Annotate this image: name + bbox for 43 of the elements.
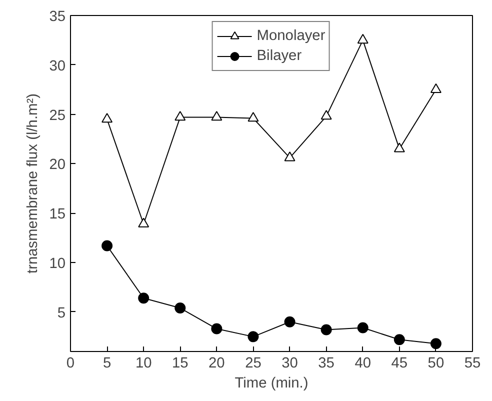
point — [138, 218, 150, 228]
point — [430, 83, 442, 94]
x-tick-label: 50 — [428, 356, 444, 372]
point — [174, 111, 186, 121]
x-tick-label: 0 — [66, 356, 75, 372]
point — [211, 323, 222, 334]
y-tick-label: 25 — [49, 108, 66, 124]
legend-label: Bilayer — [256, 48, 302, 64]
x-axis-title: Time (min.) — [234, 376, 308, 392]
point — [284, 316, 296, 328]
x-tick-label: 45 — [391, 356, 408, 372]
point — [320, 324, 332, 336]
x-tick-label: 40 — [354, 356, 372, 372]
x-tick-label: 20 — [208, 356, 225, 372]
point — [394, 334, 405, 346]
y-tick-label: 15 — [49, 206, 66, 223]
point — [394, 142, 405, 152]
y-tick-label: 30 — [49, 58, 66, 74]
point — [357, 34, 368, 44]
x-tick-label: 10 — [135, 356, 152, 372]
point — [248, 112, 259, 122]
point — [248, 331, 259, 342]
point — [430, 338, 442, 350]
point — [138, 292, 150, 304]
x-tick-label: 25 — [245, 356, 262, 372]
point — [320, 110, 332, 120]
y-tick-label: 35 — [49, 9, 66, 25]
point — [284, 152, 296, 162]
y-tick-label: 20 — [49, 157, 66, 174]
x-tick-label: 35 — [318, 356, 334, 372]
legend-label: Monolayer — [256, 28, 326, 44]
y-tick-label: 5 — [57, 305, 66, 322]
x-tick-label: 30 — [282, 356, 298, 372]
x-tick-label: 5 — [102, 356, 112, 372]
x-tick-label: 15 — [172, 356, 188, 372]
point — [211, 111, 222, 121]
point — [174, 302, 186, 314]
y-axis-title: trnasmembrane flux (l/h.m²) — [25, 93, 42, 274]
point — [102, 112, 113, 123]
x-tick-label: 55 — [464, 356, 481, 372]
y-tick-label: 10 — [49, 256, 66, 272]
point — [357, 322, 368, 334]
point — [102, 240, 113, 252]
